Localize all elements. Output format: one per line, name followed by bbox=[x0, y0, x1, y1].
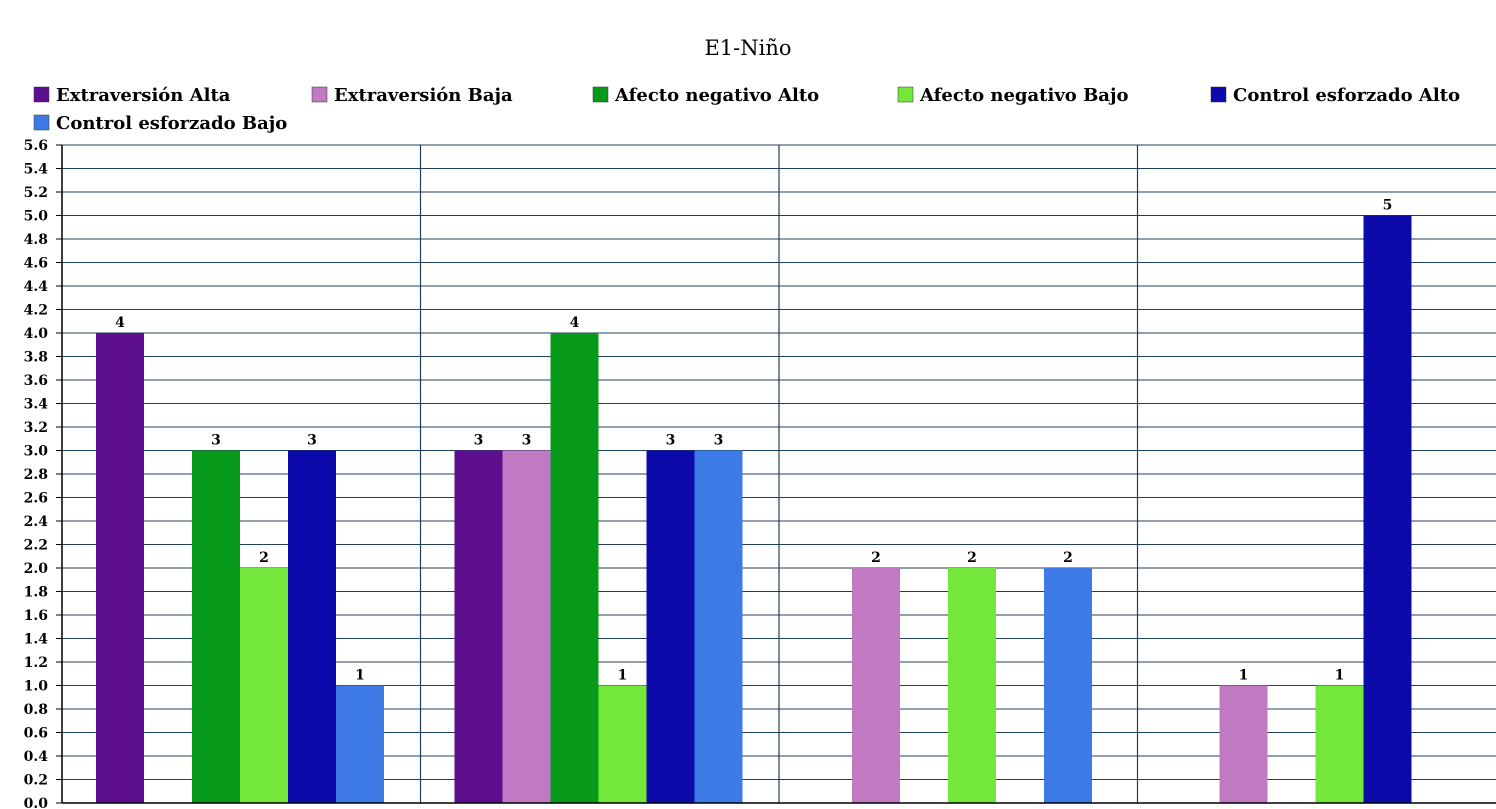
y-tick-label: 1.2 bbox=[24, 655, 48, 671]
data-label: 1 bbox=[1335, 668, 1345, 684]
legend-swatch-4 bbox=[897, 86, 914, 103]
bar bbox=[550, 333, 599, 803]
y-tick-label: 2.2 bbox=[24, 538, 48, 554]
bar bbox=[1044, 568, 1092, 803]
bar bbox=[192, 450, 240, 803]
y-tick-label: 3.6 bbox=[24, 373, 48, 389]
bar bbox=[694, 450, 743, 803]
y-tick-label: 0.6 bbox=[24, 726, 48, 742]
y-tick-label: 2.4 bbox=[24, 514, 49, 530]
bar bbox=[646, 450, 695, 803]
y-tick-label: 5.6 bbox=[24, 138, 48, 154]
chart-title: E1-Niño bbox=[704, 36, 791, 60]
y-tick-label: 2.0 bbox=[24, 561, 49, 577]
data-label: 3 bbox=[522, 433, 532, 449]
y-tick-label: 5.2 bbox=[24, 185, 48, 201]
y-tick-label: 4.6 bbox=[24, 256, 48, 272]
bar bbox=[454, 450, 503, 803]
y-tick-label: 4.4 bbox=[24, 279, 49, 295]
data-label: 3 bbox=[474, 433, 484, 449]
legend-swatch-3 bbox=[592, 86, 609, 103]
data-label: 1 bbox=[355, 668, 365, 684]
y-tick-label: 0.0 bbox=[24, 796, 49, 809]
data-label-bg bbox=[958, 548, 986, 566]
y-tick-label: 4.0 bbox=[24, 326, 49, 342]
y-tick-label: 4.2 bbox=[24, 303, 48, 319]
y-tick-label: 1.8 bbox=[24, 585, 48, 601]
data-label-bg bbox=[1229, 665, 1258, 684]
bar bbox=[240, 568, 288, 803]
data-label-bg bbox=[1373, 195, 1402, 214]
y-tick-label: 1.6 bbox=[24, 608, 48, 624]
data-label-bg bbox=[704, 430, 733, 449]
bars bbox=[96, 215, 1412, 803]
bar bbox=[336, 685, 384, 803]
data-label: 3 bbox=[666, 433, 676, 449]
data-label: 3 bbox=[211, 433, 221, 449]
data-label: 4 bbox=[115, 315, 125, 331]
y-tick-label: 0.8 bbox=[24, 702, 48, 718]
legend: Extraversión Alta Extraversión Baja Afecto… bbox=[33, 85, 1460, 134]
bar bbox=[96, 333, 144, 803]
data-label: 1 bbox=[1239, 668, 1249, 684]
bar bbox=[1363, 215, 1412, 803]
legend-swatch-6 bbox=[33, 114, 50, 131]
y-tick-label: 1.4 bbox=[24, 632, 49, 648]
bar bbox=[502, 450, 551, 803]
bar bbox=[288, 450, 336, 803]
data-label: 2 bbox=[871, 550, 881, 566]
data-label: 2 bbox=[1063, 550, 1073, 566]
legend-label-2: Extraversión Baja bbox=[334, 85, 513, 106]
data-label: 5 bbox=[1383, 198, 1393, 214]
y-axis-ticks: 0.0 0.2 0.4 0.6 0.8 1.0 1.2 1.4 1.6 1.8 2.0 2.2 2.4 2… bbox=[24, 138, 62, 809]
data-label-bg bbox=[298, 430, 326, 449]
data-label-bg bbox=[608, 665, 637, 684]
bar bbox=[852, 568, 900, 803]
data-label: 3 bbox=[307, 433, 317, 449]
y-tick-label: 2.8 bbox=[24, 467, 48, 483]
data-label: 2 bbox=[967, 550, 977, 566]
legend-label-6: Control esforzado Bajo bbox=[56, 113, 287, 134]
data-label-bg bbox=[560, 313, 589, 331]
legend-label-3: Afecto negativo Alto bbox=[614, 85, 819, 106]
y-tick-label: 3.0 bbox=[24, 444, 49, 460]
axes bbox=[61, 145, 1496, 804]
data-label-bg bbox=[1325, 665, 1354, 684]
data-label-bg bbox=[862, 548, 890, 566]
data-label-bg bbox=[656, 430, 685, 449]
legend-swatch-1 bbox=[33, 86, 50, 103]
y-tick-label: 3.8 bbox=[24, 350, 48, 366]
data-label-bg bbox=[106, 313, 134, 331]
legend-label-4: Afecto negativo Bajo bbox=[919, 85, 1128, 106]
y-tick-label: 3.2 bbox=[24, 420, 48, 436]
y-tick-label: 0.4 bbox=[24, 749, 49, 765]
data-label: 1 bbox=[618, 668, 628, 684]
data-label-bg bbox=[346, 665, 374, 684]
legend-label-5: Control esforzado Alto bbox=[1233, 85, 1460, 106]
data-label-bg bbox=[464, 430, 493, 449]
bar bbox=[948, 568, 996, 803]
y-tick-label: 5.4 bbox=[24, 162, 49, 178]
legend-label-1: Extraversión Alta bbox=[56, 85, 231, 106]
legend-swatch-5 bbox=[1210, 86, 1227, 103]
data-label: 4 bbox=[570, 315, 580, 331]
data-labels: 4 3 2 3 1 3 3 4 1 3 3 2 2 2 1 1 5 bbox=[106, 195, 1402, 684]
y-tick-label: 2.6 bbox=[24, 491, 48, 507]
data-label-bg bbox=[250, 548, 278, 566]
data-label: 3 bbox=[714, 433, 724, 449]
bar bbox=[1315, 685, 1364, 803]
data-label-bg bbox=[202, 430, 230, 449]
legend-swatch-2 bbox=[311, 86, 328, 103]
data-label-bg bbox=[1054, 548, 1082, 566]
data-label: 2 bbox=[259, 550, 269, 566]
y-tick-label: 0.2 bbox=[24, 773, 48, 789]
y-tick-label: 5.0 bbox=[24, 209, 49, 225]
y-tick-label: 3.4 bbox=[24, 397, 49, 413]
bar bbox=[598, 685, 647, 803]
y-tick-label: 1.0 bbox=[24, 679, 49, 695]
data-label-bg bbox=[512, 430, 541, 449]
y-tick-label: 4.8 bbox=[24, 232, 48, 248]
bar bbox=[1219, 685, 1268, 803]
